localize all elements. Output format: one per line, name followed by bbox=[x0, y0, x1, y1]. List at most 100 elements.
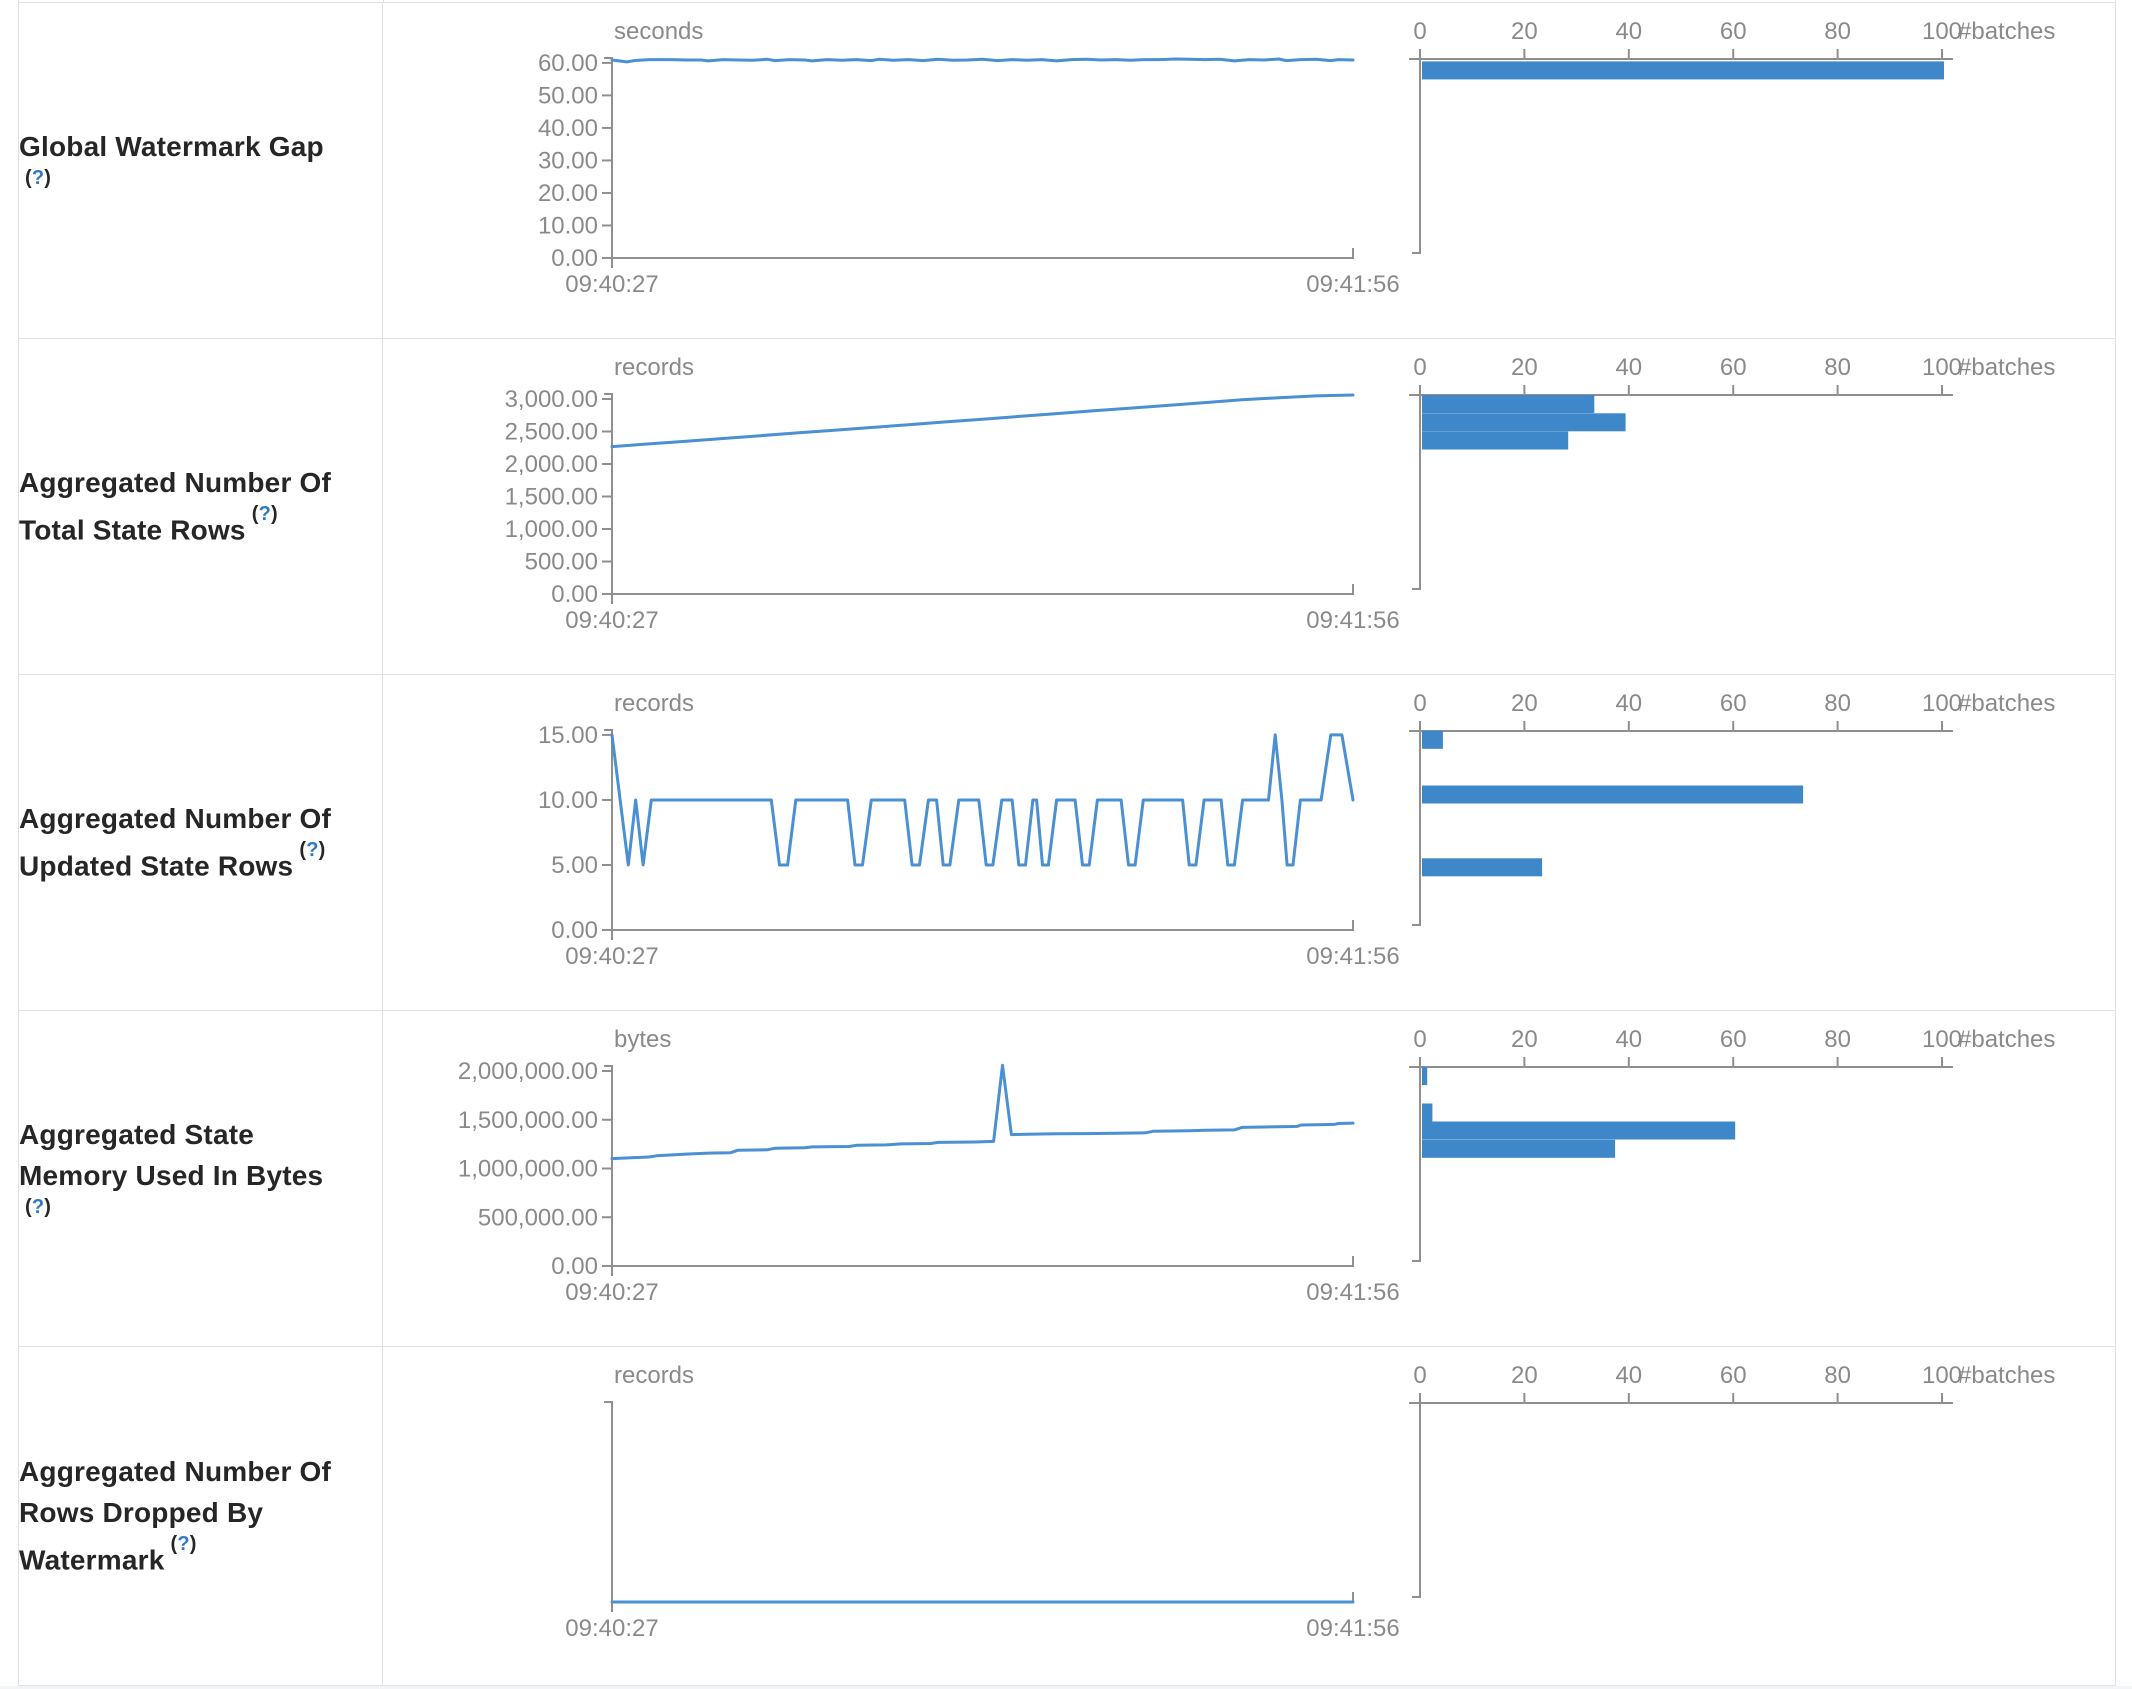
metric-row-updated-state-rows: Aggregated Number Of Updated State Rows(?… bbox=[18, 674, 2116, 1011]
metric-label-line: Aggregated Number Of bbox=[19, 1456, 332, 1488]
hist-tick-label: 20 bbox=[1511, 1362, 1538, 1389]
hist-y-axis bbox=[1412, 1403, 1421, 1598]
help-question-glyph: ? bbox=[31, 1195, 45, 1218]
metric-label: Global Watermark Gap (?) bbox=[19, 126, 382, 214]
y-tick-label: 2,000.00 bbox=[505, 451, 598, 478]
x-start-time-label: 09:40:27 bbox=[565, 271, 658, 298]
x-end-time-label: 09:41:56 bbox=[1306, 1615, 1399, 1642]
hist-tick-label: 40 bbox=[1615, 1026, 1642, 1053]
metric-chart-cell: records 3,000.00 2,500.00 2,000.00 1,500.00 1… bbox=[382, 338, 2116, 675]
y-tick-label: 0.00 bbox=[551, 1253, 598, 1280]
help-tooltip-link[interactable]: (?) bbox=[252, 503, 278, 525]
hist-tick-label: 20 bbox=[1511, 1026, 1538, 1053]
hist-y-axis bbox=[1412, 731, 1421, 926]
y-tick-label: 15.00 bbox=[538, 722, 598, 749]
hist-tick-label: 20 bbox=[1511, 18, 1538, 45]
hist-axis-unit-label: #batches bbox=[1958, 354, 2055, 381]
chart-unit-label: records bbox=[614, 690, 694, 717]
chart-unit-label: records bbox=[614, 1362, 694, 1389]
help-paren: ( bbox=[170, 1533, 178, 1556]
y-tick-label: 20.00 bbox=[538, 180, 598, 207]
chart-unit-label: seconds bbox=[614, 18, 703, 45]
help-tooltip-link[interactable]: (?) bbox=[299, 839, 325, 861]
histogram-bar bbox=[1422, 730, 1443, 749]
help-question-glyph: ? bbox=[177, 1533, 190, 1556]
y-tick-label: 1,500.00 bbox=[505, 484, 598, 511]
hist-tick-label: 100 bbox=[1922, 690, 1962, 717]
hist-tick-label: 40 bbox=[1615, 18, 1642, 45]
x-start-time-label: 09:40:27 bbox=[565, 607, 658, 634]
hist-tick-label: 0 bbox=[1413, 1362, 1426, 1389]
metric-label-line: Rows Dropped By bbox=[19, 1497, 264, 1529]
help-tooltip-link[interactable]: (?) bbox=[171, 1533, 197, 1555]
help-paren: ( bbox=[299, 839, 307, 862]
hist-tick-label: 0 bbox=[1413, 690, 1426, 717]
metric-row-total-state-rows: Aggregated Number Of Total State Rows(?) … bbox=[18, 338, 2116, 675]
hist-tick-label: 100 bbox=[1922, 18, 1962, 45]
metric-help-marker: (?) bbox=[25, 1196, 51, 1218]
metric-label-cell: Aggregated State Memory Used In Bytes (?) bbox=[18, 1010, 383, 1347]
metric-label-cell: Aggregated Number Of Total State Rows(?) bbox=[18, 338, 383, 675]
y-tick-label: 1,000,000.00 bbox=[458, 1156, 598, 1183]
y-axis bbox=[604, 1065, 613, 1276]
y-tick-label: 1,000.00 bbox=[505, 516, 598, 543]
help-question-glyph: ? bbox=[258, 503, 272, 526]
x-start-time-label: 09:40:27 bbox=[565, 1615, 658, 1642]
histogram-bar bbox=[1422, 858, 1543, 877]
histogram-bar bbox=[1422, 1067, 1428, 1086]
metric-label-cell: Global Watermark Gap (?) bbox=[18, 2, 383, 339]
hist-tick-label: 0 bbox=[1413, 18, 1426, 45]
metric-chart-cell: seconds 60.00 50.00 40.00 30.00 20.00 10.00 0.0… bbox=[382, 2, 2116, 339]
y-tick-label: 500,000.00 bbox=[478, 1204, 598, 1231]
metric-chart-cell: records 09:40:27 09:41:56 0 20 40 60 80 100 #batc… bbox=[382, 1346, 2116, 1686]
help-question-glyph: ? bbox=[31, 167, 45, 190]
metric-label-line: Aggregated Number Of bbox=[19, 467, 332, 499]
hist-axis-unit-label: #batches bbox=[1958, 1026, 2055, 1053]
x-end-time-label: 09:41:56 bbox=[1306, 1279, 1399, 1306]
y-tick-label: 0.00 bbox=[551, 917, 598, 944]
x-axis bbox=[612, 248, 1354, 259]
y-tick-label: 10.00 bbox=[538, 787, 598, 814]
y-tick-label: 10.00 bbox=[538, 212, 598, 239]
x-end-time-label: 09:41:56 bbox=[1306, 607, 1399, 634]
x-axis bbox=[612, 1256, 1354, 1267]
help-paren: ) bbox=[44, 1195, 52, 1218]
metric-chart-cell: bytes 2,000,000.00 1,500,000.00 1,000,000.0… bbox=[382, 1010, 2116, 1347]
metric-charts-svg: records 09:40:27 09:41:56 0 20 40 60 80 100#batc… bbox=[565, 1362, 2055, 1642]
help-tooltip-link[interactable]: (?) bbox=[25, 167, 51, 189]
x-end-time-label: 09:41:56 bbox=[1306, 271, 1399, 298]
x-axis bbox=[612, 584, 1354, 595]
metric-label: Aggregated Number Of Rows Dropped By Water… bbox=[19, 1451, 382, 1580]
help-paren: ) bbox=[44, 167, 52, 190]
chart-unit-label: bytes bbox=[614, 1026, 671, 1053]
chart-unit-label: records bbox=[614, 354, 694, 381]
help-tooltip-link[interactable]: (?) bbox=[25, 1196, 51, 1218]
help-paren: ) bbox=[271, 503, 278, 526]
metric-row-rows-dropped-by-watermark: Aggregated Number Of Rows Dropped By Water… bbox=[18, 1346, 2116, 1686]
y-axis bbox=[604, 393, 613, 604]
help-paren: ( bbox=[25, 167, 32, 190]
y-tick-label: 500.00 bbox=[525, 549, 598, 576]
y-tick-label: 5.00 bbox=[551, 852, 598, 879]
histogram-bar bbox=[1422, 431, 1569, 450]
hist-tick-label: 100 bbox=[1922, 1362, 1962, 1389]
timeline-line bbox=[610, 393, 1355, 449]
metrics-table: Global Watermark Gap (?) seconds 60.00 50.0… bbox=[18, 2, 2116, 1686]
metric-label-cell: Aggregated Number Of Rows Dropped By Water… bbox=[18, 1346, 383, 1686]
hist-tick-label: 80 bbox=[1824, 1026, 1851, 1053]
y-tick-label: 2,000,000.00 bbox=[458, 1058, 598, 1085]
metric-charts-svg: seconds 60.00 50.00 40.00 30.00 20.00 10.00 0.0… bbox=[538, 18, 2055, 298]
metric-row-state-memory-used: Aggregated State Memory Used In Bytes (?) … bbox=[18, 1010, 2116, 1347]
hist-axis-unit-label: #batches bbox=[1958, 18, 2055, 45]
hist-tick-label: 100 bbox=[1922, 1026, 1962, 1053]
timeline-line bbox=[610, 733, 1355, 867]
y-tick-label: 1,500,000.00 bbox=[458, 1107, 598, 1134]
metric-label: Aggregated Number Of Total State Rows(?) bbox=[19, 462, 382, 550]
hist-y-axis bbox=[1412, 59, 1421, 254]
hist-y-axis bbox=[1412, 1067, 1421, 1262]
metric-label-line: Global Watermark Gap bbox=[19, 131, 324, 163]
metric-row-global-watermark-gap: Global Watermark Gap (?) seconds 60.00 50.0… bbox=[18, 2, 2116, 339]
histogram-bar bbox=[1422, 61, 1944, 80]
